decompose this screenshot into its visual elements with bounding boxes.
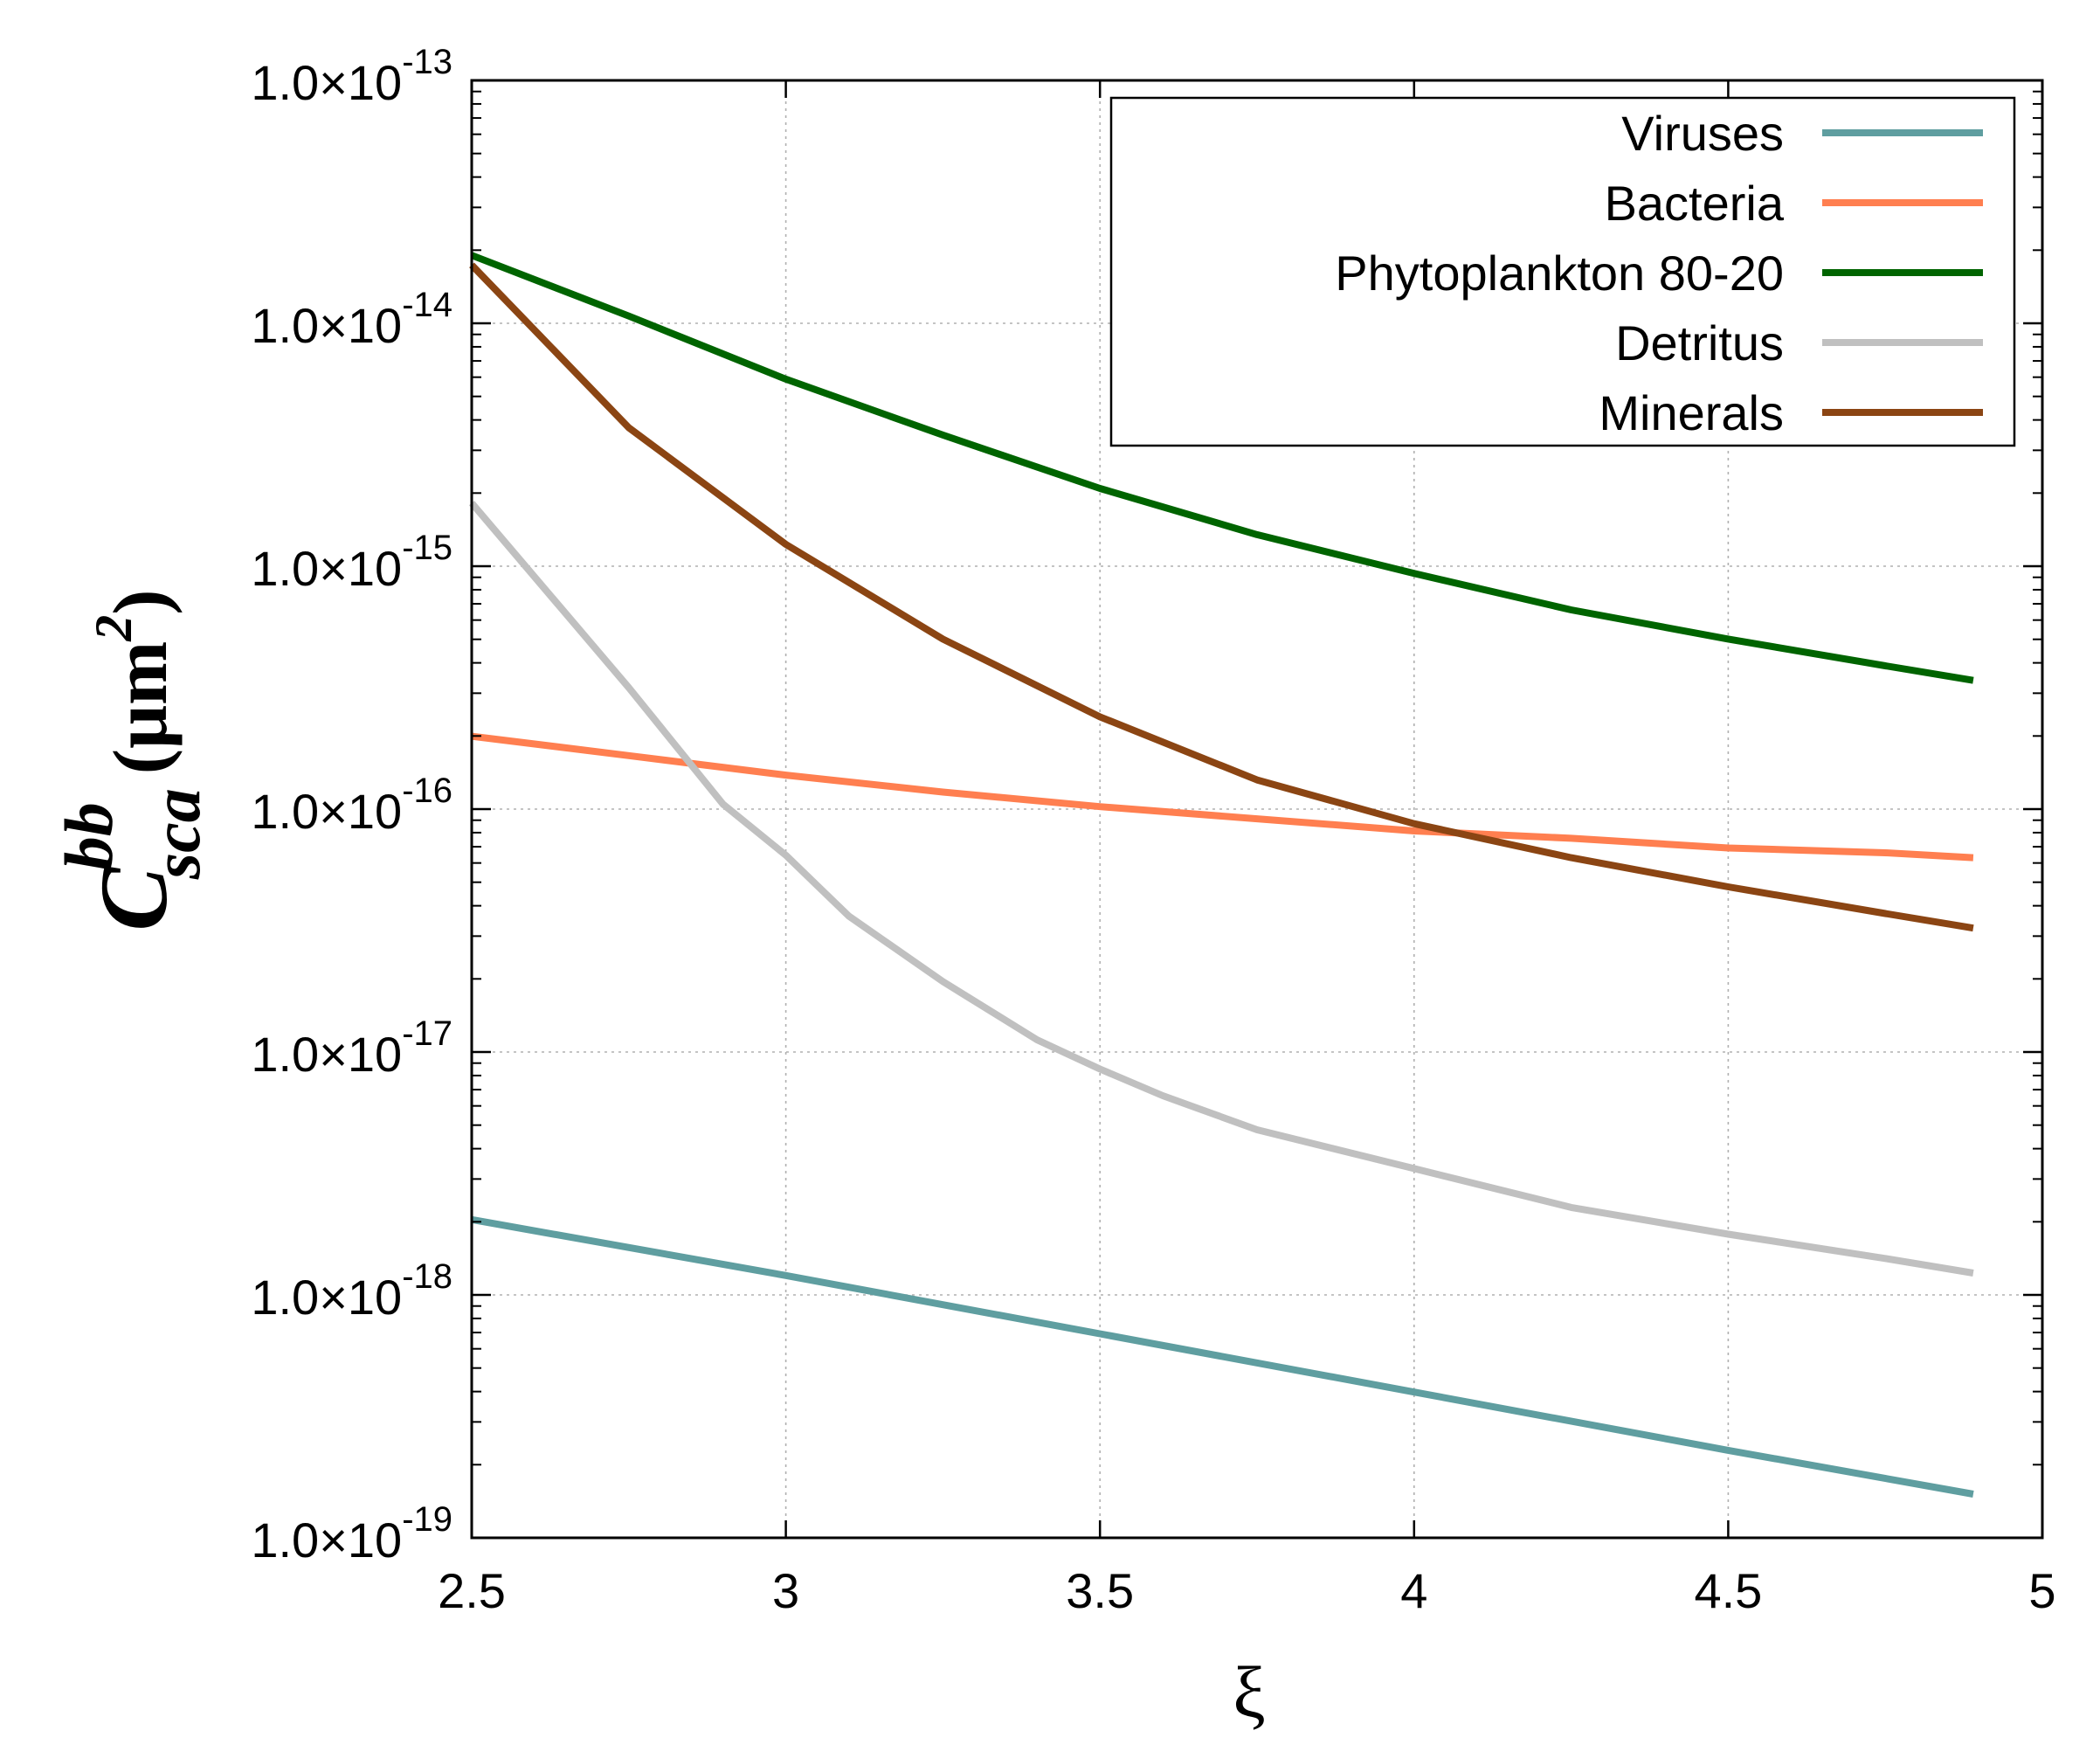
x-axis-label: ξ: [1233, 1652, 1265, 1734]
y-tick-mantissa: 1.0×10: [251, 298, 402, 353]
y-axis-label: Cbb sca (μm2): [51, 589, 214, 931]
y-tick-power: -16: [402, 772, 452, 810]
series-group: [468, 252, 1974, 1498]
series-line-minerals: [469, 262, 1974, 932]
x-tick-label: 4: [1400, 1563, 1427, 1618]
x-tick-label: 5: [2028, 1563, 2055, 1618]
y-tick-power: -14: [402, 286, 452, 324]
y-tick-power: -15: [402, 529, 452, 567]
y-tick-power: -13: [402, 43, 452, 81]
y-tick-label: 1.0×10-17: [251, 1014, 452, 1082]
y-tick-power: -18: [402, 1257, 452, 1296]
y-tick-power: -17: [402, 1014, 452, 1053]
y-tick-power: -19: [402, 1500, 452, 1539]
series-line-viruses: [471, 1215, 1974, 1498]
y-tick-label: 1.0×10-13: [251, 43, 452, 110]
legend-items: Viruses Bacteria Phytoplankton 80-20 Detrit…: [1335, 106, 1983, 440]
series-line-detritus: [468, 501, 1974, 1277]
y-tick-label: 1.0×10-19: [251, 1500, 452, 1568]
ticks: [470, 79, 2044, 1540]
y-tick-label: 1.0×10-14: [251, 286, 452, 353]
y-axis-symbol: C: [80, 866, 187, 931]
series-line-bacteria: [471, 732, 1974, 862]
legend-label-bacteria: Bacteria: [1605, 176, 1785, 231]
legend-label-minerals: Minerals: [1599, 385, 1784, 440]
series-line-phytoplankton-80-20: [470, 252, 1974, 684]
y-tick-mantissa: 1.0×10: [251, 1027, 402, 1082]
x-tick-labels: 2.5 3 3.5 4 4.5 5: [438, 1563, 2056, 1618]
y-tick-mantissa: 1.0×10: [251, 55, 402, 110]
y-axis-units-close: ): [99, 589, 183, 614]
y-tick-mantissa: 1.0×10: [251, 784, 402, 839]
y-axis-superscript: bb: [51, 802, 127, 870]
y-tick-labels: 1.0×10-131.0×10-141.0×10-151.0×10-161.0×…: [251, 43, 452, 1568]
y-axis-subscript: sca: [138, 788, 214, 880]
y-tick-label: 1.0×10-16: [251, 772, 452, 839]
x-tick-label: 2.5: [438, 1563, 506, 1618]
y-tick-label: 1.0×10-18: [251, 1257, 452, 1325]
y-tick-label: 1.0×10-15: [251, 529, 452, 596]
y-tick-mantissa: 1.0×10: [251, 1512, 402, 1568]
y-axis-units-exponent: 2: [85, 615, 142, 642]
y-tick-mantissa: 1.0×10: [251, 541, 402, 596]
y-axis-units: (μm: [99, 641, 183, 775]
legend-label-phytoplankton-80-20: Phytoplankton 80-20: [1335, 246, 1784, 301]
legend-label-viruses: Viruses: [1621, 106, 1784, 161]
legend: Viruses Bacteria Phytoplankton 80-20 Detrit…: [1109, 96, 2016, 447]
x-tick-label: 3: [772, 1563, 799, 1618]
legend-label-detritus: Detritus: [1615, 315, 1784, 370]
x-tick-label: 3.5: [1066, 1563, 1134, 1618]
y-tick-mantissa: 1.0×10: [251, 1270, 402, 1325]
x-tick-label: 4.5: [1694, 1563, 1762, 1618]
